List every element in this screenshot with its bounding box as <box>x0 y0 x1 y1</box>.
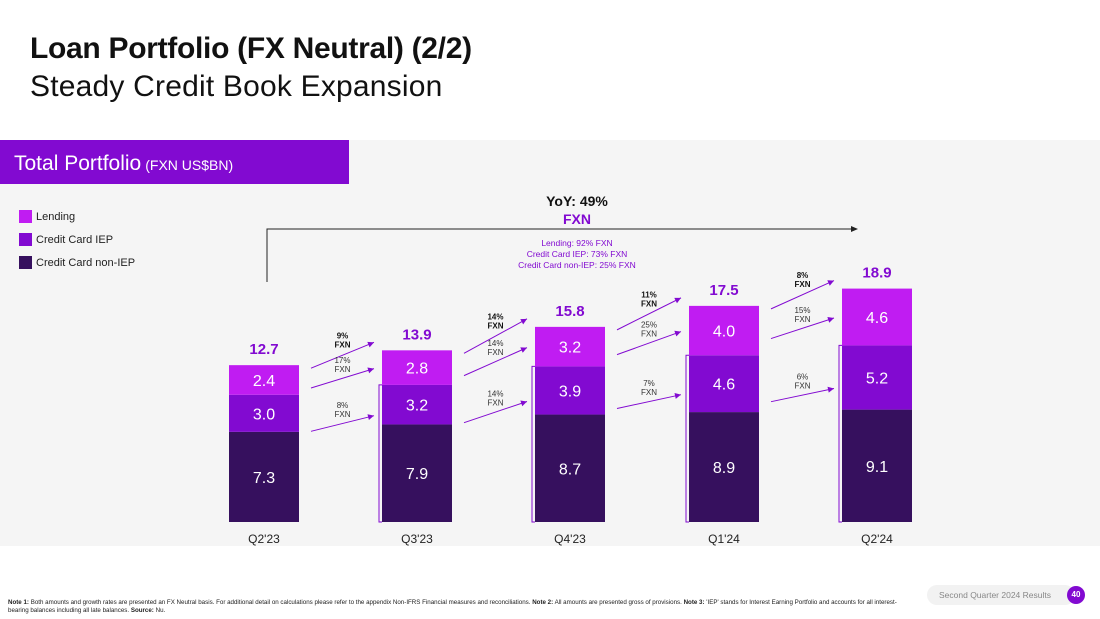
legend-item-credit-card-iep: Credit Card IEP <box>19 228 135 251</box>
yoy-growth-fxn: FXN <box>563 211 591 227</box>
legend-label-credit-card-non-iep: Credit Card non-IEP <box>36 256 136 269</box>
page-number-badge: 40 <box>1067 586 1085 604</box>
legend-label-lending: Lending <box>36 210 76 223</box>
legend-swatch-credit-card-non-iep <box>19 256 32 269</box>
section-unit: (FXN US$BN) <box>145 157 234 173</box>
section-label: Total Portfolio <box>14 152 142 175</box>
yoy-detail-credit-card-non-iep: Credit Card non-IEP: 25% FXN <box>518 260 636 270</box>
page-subtitle: Steady Credit Book Expansion <box>30 70 443 103</box>
legend-swatch-lending <box>19 210 32 223</box>
yoy-detail-credit-card-iep: Credit Card IEP: 73% FXN <box>526 249 628 259</box>
footer-notes: Note 1: Both amounts and growth rates ar… <box>8 599 908 615</box>
legend-swatch-credit-card-iep <box>19 233 32 246</box>
yoy-detail-lending: Lending: 92% FXN <box>541 238 613 248</box>
note2-text: All amounts are presented gross of provi… <box>554 599 682 606</box>
note1-text: Both amounts and growth rates are presen… <box>30 599 531 606</box>
yoy-growth-title: YoY: 49% <box>546 193 608 209</box>
note1-label: Note 1: <box>8 599 29 606</box>
results-label: Second Quarter 2024 Results <box>927 585 1075 605</box>
section-tab: Total Portfolio (FXN US$BN) <box>0 140 349 184</box>
note3-label: Note 3: <box>683 599 705 606</box>
legend-item-lending: Lending <box>19 205 135 228</box>
legend-item-credit-card-non-iep: Credit Card non-IEP <box>19 251 135 274</box>
source-label: Source: <box>130 607 154 614</box>
source-text: Nu. <box>155 607 166 614</box>
legend-label-credit-card-iep: Credit Card IEP <box>36 233 114 246</box>
note2-label: Note 2: <box>532 599 554 606</box>
note3-text: 'IEP' stands for Interest Earning Portfo… <box>8 599 897 614</box>
chart-legend: Lending Credit Card IEP Credit Card non-… <box>19 205 135 274</box>
page-title: Loan Portfolio (FX Neutral) (2/2) <box>30 32 472 65</box>
